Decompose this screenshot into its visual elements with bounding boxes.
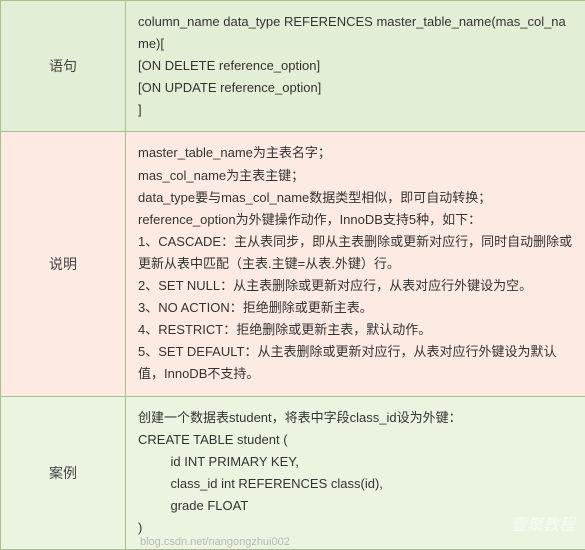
table-body: 语句 column_name data_type REFERENCES mast… [1,1,585,550]
desc-line: mas_col_name为主表主键； [138,168,304,183]
reference-table: 语句 column_name data_type REFERENCES mast… [0,0,585,550]
desc-line: data_type要与mas_col_name数据类型相似，即可自动转换； [138,190,491,205]
desc-line: reference_option为外键操作动作，InnoDB支持5种，如下： [138,212,481,227]
desc-label: 说明 [1,132,126,396]
example-line: grade FLOAT [138,495,573,517]
example-label: 案例 [1,396,126,550]
example-line: id INT PRIMARY KEY, [138,451,573,473]
desc-line: 4、RESTRICT：拒绝删除或更新主表，默认动作。 [138,322,431,337]
desc-line: 3、NO ACTION：拒绝删除或更新主表。 [138,300,373,315]
syntax-line: column_name data_type REFERENCES master_… [138,14,566,51]
example-line: ) [138,520,142,535]
syntax-label: 语句 [1,1,126,132]
row-syntax: 语句 column_name data_type REFERENCES mast… [1,1,585,132]
desc-content: master_table_name为主表名字； mas_col_name为主表主… [126,132,585,396]
syntax-line: [ON UPDATE reference_option] [138,80,321,95]
row-example: 案例 创建一个数据表student，将表中字段class_id设为外键： CRE… [1,396,585,550]
row-description: 说明 master_table_name为主表名字； mas_col_name为… [1,132,585,396]
example-line: CREATE TABLE student ( [138,432,288,447]
desc-line: master_table_name为主表名字； [138,145,331,160]
example-line: 创建一个数据表student，将表中字段class_id设为外键： [138,410,462,425]
example-content: 创建一个数据表student，将表中字段class_id设为外键： CREATE… [126,396,585,550]
syntax-line: ] [138,102,142,117]
syntax-line: [ON DELETE reference_option] [138,58,320,73]
desc-line: 5、SET DEFAULT：从主表删除或更新对应行，从表对应行外键设为默认值，I… [138,344,556,381]
example-line: class_id int REFERENCES class(id), [138,473,573,495]
document-container: 语句 column_name data_type REFERENCES mast… [0,0,585,550]
syntax-content: column_name data_type REFERENCES master_… [126,1,585,132]
desc-line: 2、SET NULL：从主表删除或更新对应行，从表对应行外键设为空。 [138,278,532,293]
desc-line: 1、CASCADE：主从表同步，即从主表删除或更新对应行，同时自动删除或更新从表… [138,234,572,271]
